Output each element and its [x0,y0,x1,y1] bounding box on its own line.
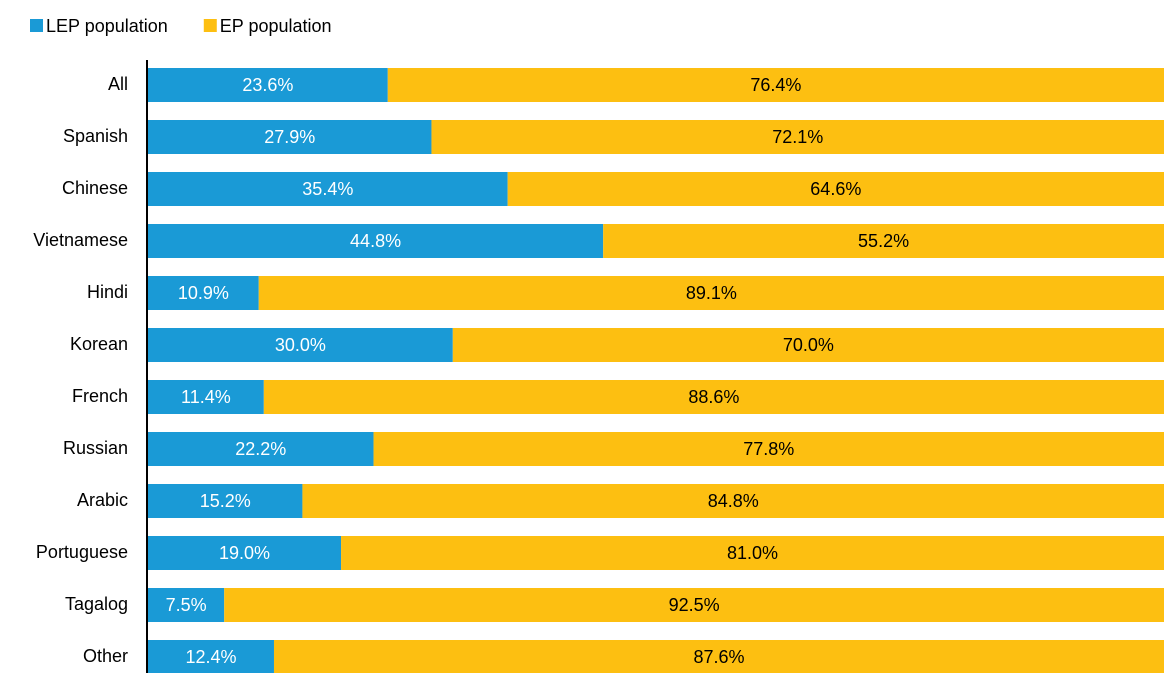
bar-segment [224,588,1164,622]
bar-segment [507,172,1164,206]
legend-label: LEP population [46,16,168,36]
bar-segment [148,536,342,570]
bar-segment [373,432,1164,466]
y-tick-label: Other [83,646,128,666]
y-tick-label: French [72,386,128,406]
y-tick-label: Arabic [77,490,128,510]
bar-segment [148,588,225,622]
value-label: 87.6% [693,647,744,667]
value-label: 70.0% [783,335,834,355]
legend-label: EP population [220,16,332,36]
value-label: 7.5% [166,595,207,615]
value-label: 81.0% [727,543,778,563]
value-label: 30.0% [275,335,326,355]
value-label: 15.2% [200,491,251,511]
y-tick-label: Vietnamese [33,230,128,250]
value-label: 10.9% [178,283,229,303]
bar-segment [603,224,1164,258]
value-label: 27.9% [264,127,315,147]
y-tick-label: Spanish [63,126,128,146]
bar-segment [148,68,388,102]
y-tick-label: Hindi [87,282,128,302]
bar-segment [148,120,432,154]
value-label: 77.8% [743,439,794,459]
y-tick-label: Korean [70,334,128,354]
bar-segment [148,484,303,518]
value-label: 44.8% [350,231,401,251]
value-label: 92.5% [669,595,720,615]
bar-segment [452,328,1164,362]
value-label: 72.1% [772,127,823,147]
bar-segment [148,172,508,206]
value-label: 35.4% [302,179,353,199]
legend-swatch [30,19,43,32]
bar-segment [341,536,1164,570]
legend-swatch [203,19,217,32]
bar-segment [148,224,604,258]
value-label: 76.4% [750,75,801,95]
bar-segment [148,380,264,414]
value-label: 23.6% [242,75,293,95]
bar-segment [148,328,453,362]
bar-segment [148,276,259,310]
value-label: 64.6% [810,179,861,199]
y-tick-label: Portuguese [36,542,128,562]
bar-segment [148,432,374,466]
bar-segment [258,276,1164,310]
y-tick-label: Russian [63,438,128,458]
value-label: 11.4% [181,387,231,407]
bar-segment [387,68,1164,102]
bar-segment [273,640,1164,673]
value-label: 89.1% [686,283,737,303]
y-tick-label: Tagalog [65,594,128,614]
value-label: 55.2% [858,231,909,251]
value-label: 22.2% [235,439,286,459]
y-tick-label: All [108,74,128,94]
y-tick-label: Chinese [62,178,128,198]
value-label: 12.4% [185,647,236,667]
bar-segment [431,120,1164,154]
value-label: 19.0% [219,543,270,563]
bar-segment [263,380,1164,414]
value-label: 88.6% [688,387,739,407]
bar-segment [148,640,274,673]
bar-segment [302,484,1164,518]
value-label: 84.8% [708,491,759,511]
